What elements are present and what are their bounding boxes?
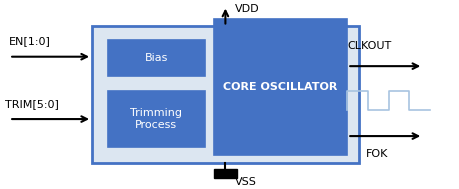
Bar (92, 26, 358, 163)
Text: Trimming
Process: Trimming Process (130, 108, 182, 130)
Text: CORE OSCILLATOR: CORE OSCILLATOR (223, 82, 337, 92)
Bar (213, 19, 347, 155)
Text: TRIM[5:0]: TRIM[5:0] (5, 99, 58, 109)
Text: CLKOUT: CLKOUT (347, 41, 391, 51)
Text: EN[1:0]: EN[1:0] (9, 37, 51, 46)
Text: Bias: Bias (145, 53, 168, 63)
Text: FOK: FOK (365, 149, 387, 159)
Bar (213, 169, 236, 178)
Bar (108, 40, 204, 76)
Text: VSS: VSS (234, 177, 256, 187)
Text: VDD: VDD (234, 4, 259, 13)
Bar (108, 91, 204, 147)
